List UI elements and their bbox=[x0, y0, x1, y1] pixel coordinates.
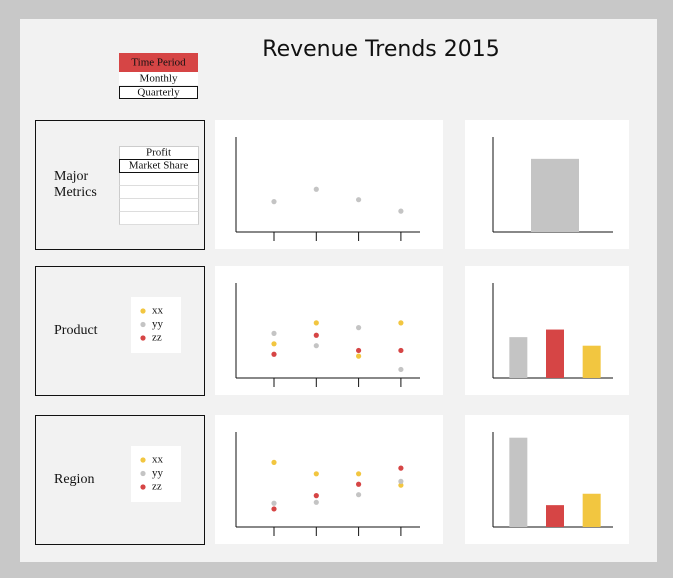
dot bbox=[313, 186, 319, 192]
dot bbox=[313, 499, 319, 505]
dot bbox=[271, 459, 277, 465]
legend-label: yy bbox=[152, 318, 164, 330]
legend-dot bbox=[140, 335, 146, 341]
legend-label: zz bbox=[152, 332, 162, 344]
legend-label: yy bbox=[152, 467, 164, 479]
metric-selected[interactable] bbox=[119, 159, 199, 173]
dot bbox=[356, 492, 362, 498]
legend-box bbox=[131, 446, 181, 502]
dot bbox=[398, 366, 404, 373]
dot bbox=[313, 471, 319, 477]
dot bbox=[398, 347, 404, 354]
dot bbox=[271, 506, 277, 512]
dot bbox=[356, 197, 362, 203]
bar bbox=[546, 329, 564, 378]
metric-item[interactable]: Profit bbox=[146, 147, 171, 159]
dot bbox=[356, 325, 362, 331]
time-period-header bbox=[119, 53, 198, 72]
bar bbox=[546, 505, 564, 527]
dot bbox=[398, 320, 404, 326]
row-label: Product bbox=[54, 323, 98, 338]
legend-dot bbox=[140, 308, 146, 314]
dot bbox=[356, 481, 362, 487]
option-text[interactable]: Quarterly bbox=[137, 87, 180, 99]
time-period-label: Time Period bbox=[131, 57, 186, 69]
option-monthly[interactable] bbox=[119, 72, 198, 85]
dot bbox=[271, 330, 277, 336]
dot bbox=[313, 493, 319, 499]
dot bbox=[313, 320, 319, 326]
bar bbox=[582, 493, 601, 527]
legend-dot bbox=[140, 321, 146, 328]
row-label: Major Metrics bbox=[54, 169, 97, 200]
chart-panel bbox=[215, 415, 443, 544]
bar bbox=[531, 158, 579, 232]
legend-dot bbox=[140, 484, 146, 490]
dot bbox=[313, 343, 319, 349]
title: Revenue Trends 2015 bbox=[262, 37, 499, 62]
dot bbox=[356, 471, 362, 477]
option-text[interactable]: Monthly bbox=[140, 73, 178, 85]
dot bbox=[398, 465, 404, 471]
dot bbox=[398, 482, 404, 488]
bar bbox=[509, 437, 528, 527]
chart-panel bbox=[215, 120, 443, 249]
chart-panel bbox=[215, 266, 443, 395]
bar bbox=[509, 337, 528, 378]
dot bbox=[398, 478, 404, 484]
bar bbox=[582, 345, 601, 378]
dot bbox=[271, 500, 277, 506]
row-label: Region bbox=[54, 472, 95, 487]
dot bbox=[271, 341, 277, 347]
dot bbox=[313, 332, 319, 338]
legend-label: xx bbox=[152, 305, 164, 317]
legend-dot bbox=[140, 457, 146, 463]
option-quarterly[interactable] bbox=[119, 86, 198, 99]
dot bbox=[271, 199, 277, 205]
dot bbox=[398, 208, 404, 214]
metric-item[interactable]: Market Share bbox=[129, 160, 189, 172]
dot bbox=[356, 347, 362, 354]
legend-dot bbox=[140, 470, 146, 477]
legend-box bbox=[131, 297, 181, 353]
dot bbox=[356, 353, 362, 359]
dot bbox=[271, 351, 277, 357]
legend-label: zz bbox=[152, 481, 162, 493]
legend-label: xx bbox=[152, 454, 164, 466]
